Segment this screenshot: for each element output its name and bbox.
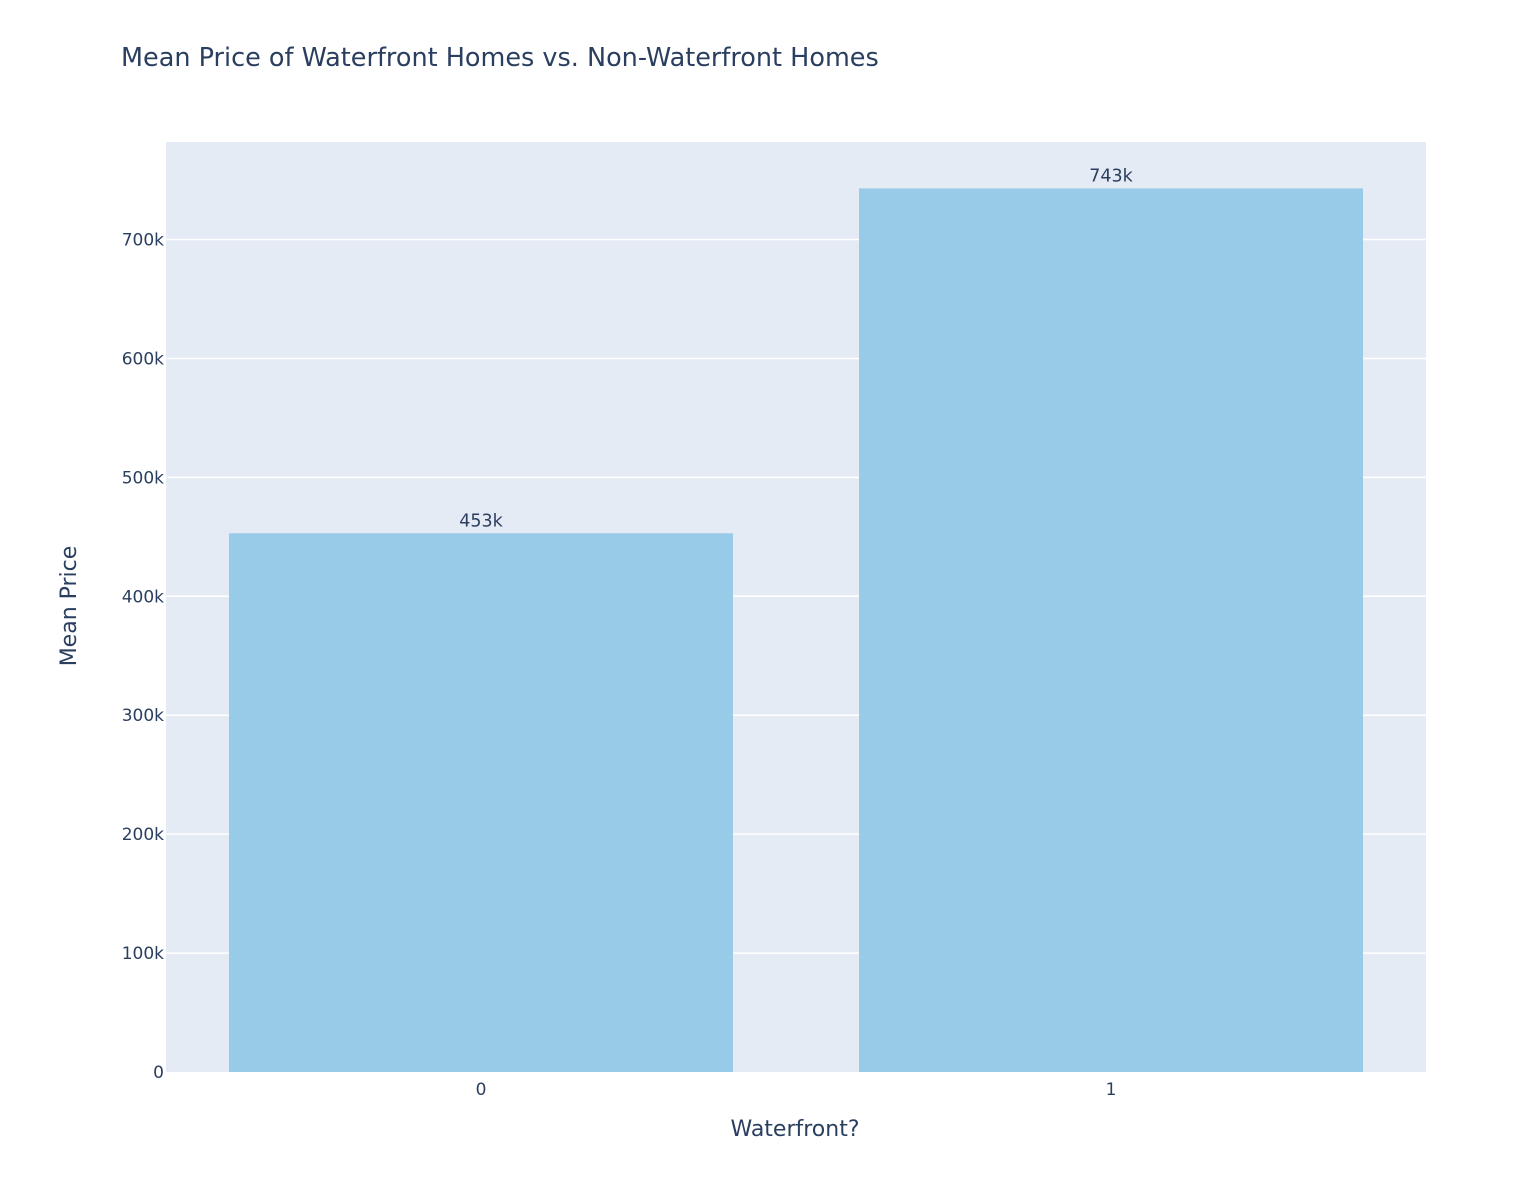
y-tick-label: 300k [122,706,164,726]
bar-0[interactable] [229,533,733,1072]
chart-title: Mean Price of Waterfront Homes vs. Non-W… [121,43,879,73]
bar-data-label: 453k [459,511,503,531]
y-tick-label: 500k [122,468,164,488]
bars [229,188,1363,1072]
bar-data-label: 743k [1089,166,1133,186]
y-tick-label: 0 [153,1063,164,1083]
y-axis-title: Mean Price [57,546,82,667]
x-tick-label: 1 [1106,1080,1117,1100]
bar-1[interactable] [859,188,1363,1072]
y-tick-label: 100k [122,944,164,964]
y-tick-label: 600k [122,349,164,369]
y-tick-label: 200k [122,825,164,845]
y-tick-label: 400k [122,587,164,607]
y-tick-label: 700k [122,231,164,251]
y-axis-ticks: 0 100k 200k 300k 400k 500k 600k 700k [122,231,164,1083]
data-labels: 453k 743k [459,166,1133,531]
x-tick-label: 0 [476,1080,487,1100]
x-axis-title: Waterfront? [730,1117,859,1142]
